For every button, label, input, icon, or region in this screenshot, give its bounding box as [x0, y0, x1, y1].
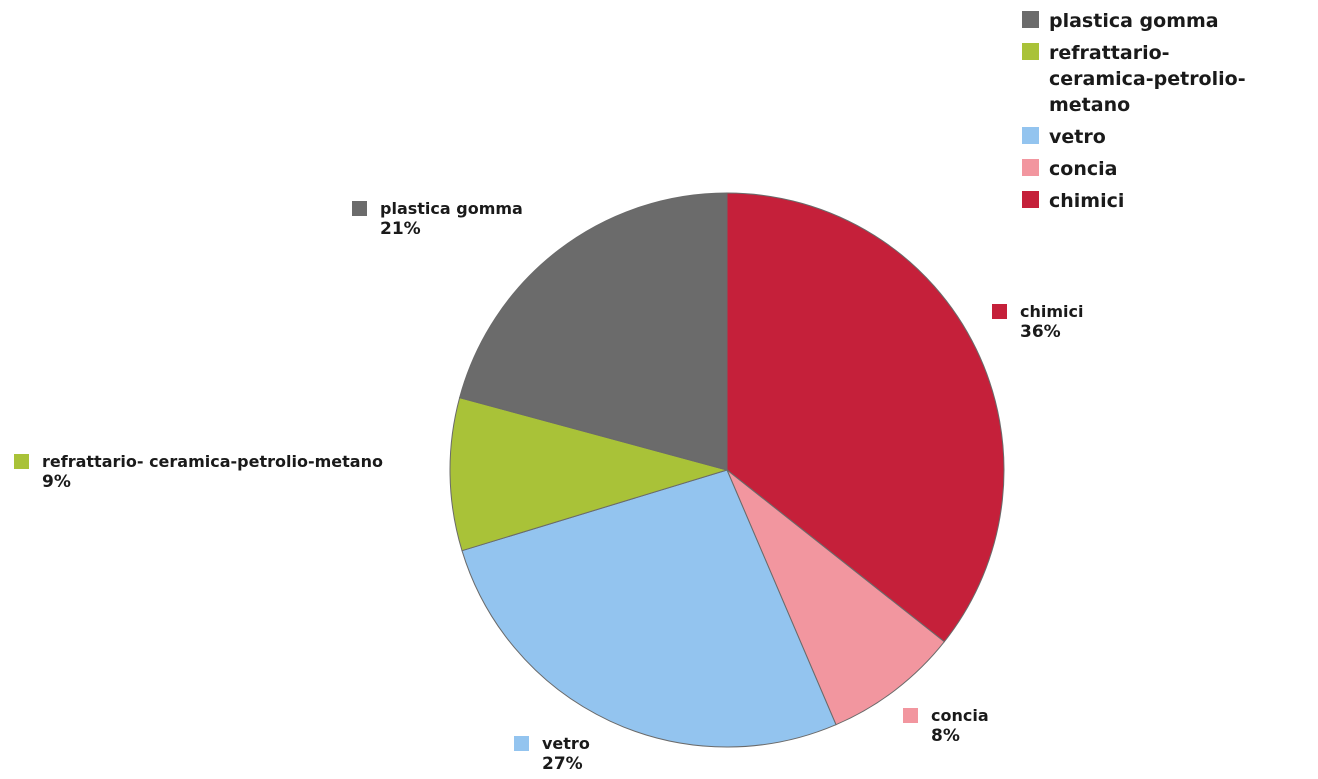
legend-item-concia: concia: [1022, 156, 1312, 182]
data-label-value-chimici: 36%: [1020, 322, 1061, 342]
legend-swatch-plastica-gomma: [1022, 11, 1039, 28]
data-label-name-plastica-gomma: plastica gomma: [380, 199, 523, 218]
legend: plastica gomma refrattario- ceramica-pet…: [1022, 8, 1312, 220]
legend-item-chimici: chimici: [1022, 188, 1312, 214]
legend-item-plastica-gomma: plastica gomma: [1022, 8, 1312, 34]
legend-label-chimici: chimici: [1049, 190, 1125, 212]
data-label-swatch-concia: [903, 708, 918, 723]
data-label-name-refrattario: refrattario- ceramica-petrolio-metano: [42, 452, 383, 471]
data-label-name-vetro: vetro: [542, 734, 590, 753]
data-label-swatch-chimici: [992, 304, 1007, 319]
legend-item-refrattario: refrattario- ceramica-petrolio-metano: [1022, 40, 1312, 118]
legend-label-vetro: vetro: [1049, 126, 1106, 148]
data-label-swatch-plastica-gomma: [352, 201, 367, 216]
legend-item-vetro: vetro: [1022, 124, 1312, 150]
data-label-plastica-gomma: plastica gomma 21%: [352, 198, 523, 240]
data-label-value-concia: 8%: [931, 726, 960, 746]
pie-slice-chimici: [726, 192, 1005, 643]
legend-label-concia: concia: [1049, 158, 1118, 180]
pie-slice-refrattario: [449, 396, 729, 552]
data-label-value-vetro: 27%: [542, 754, 583, 774]
pie-slice-concia: [726, 469, 946, 726]
pie-slice-vetro: [461, 469, 837, 748]
legend-swatch-refrattario: [1022, 43, 1039, 60]
legend-label-refrattario: refrattario- ceramica-petrolio-metano: [1049, 42, 1246, 116]
data-label-chimici: chimici 36%: [992, 301, 1083, 343]
pie-slice-plastica: [459, 192, 728, 471]
data-label-name-chimici: chimici: [1020, 302, 1084, 321]
legend-swatch-vetro: [1022, 127, 1039, 144]
data-label-swatch-refrattario: [14, 454, 29, 469]
data-label-value-plastica-gomma: 21%: [380, 219, 421, 239]
legend-swatch-concia: [1022, 159, 1039, 176]
legend-label-plastica-gomma: plastica gomma: [1049, 10, 1219, 32]
data-label-name-concia: concia: [931, 706, 989, 725]
data-label-swatch-vetro: [514, 736, 529, 751]
data-label-concia: concia 8%: [903, 705, 989, 747]
data-label-refrattario: refrattario- ceramica-petrolio-metano 9%: [14, 451, 383, 493]
data-label-vetro: vetro 27%: [514, 733, 590, 775]
data-label-value-refrattario: 9%: [42, 472, 71, 492]
legend-swatch-chimici: [1022, 191, 1039, 208]
